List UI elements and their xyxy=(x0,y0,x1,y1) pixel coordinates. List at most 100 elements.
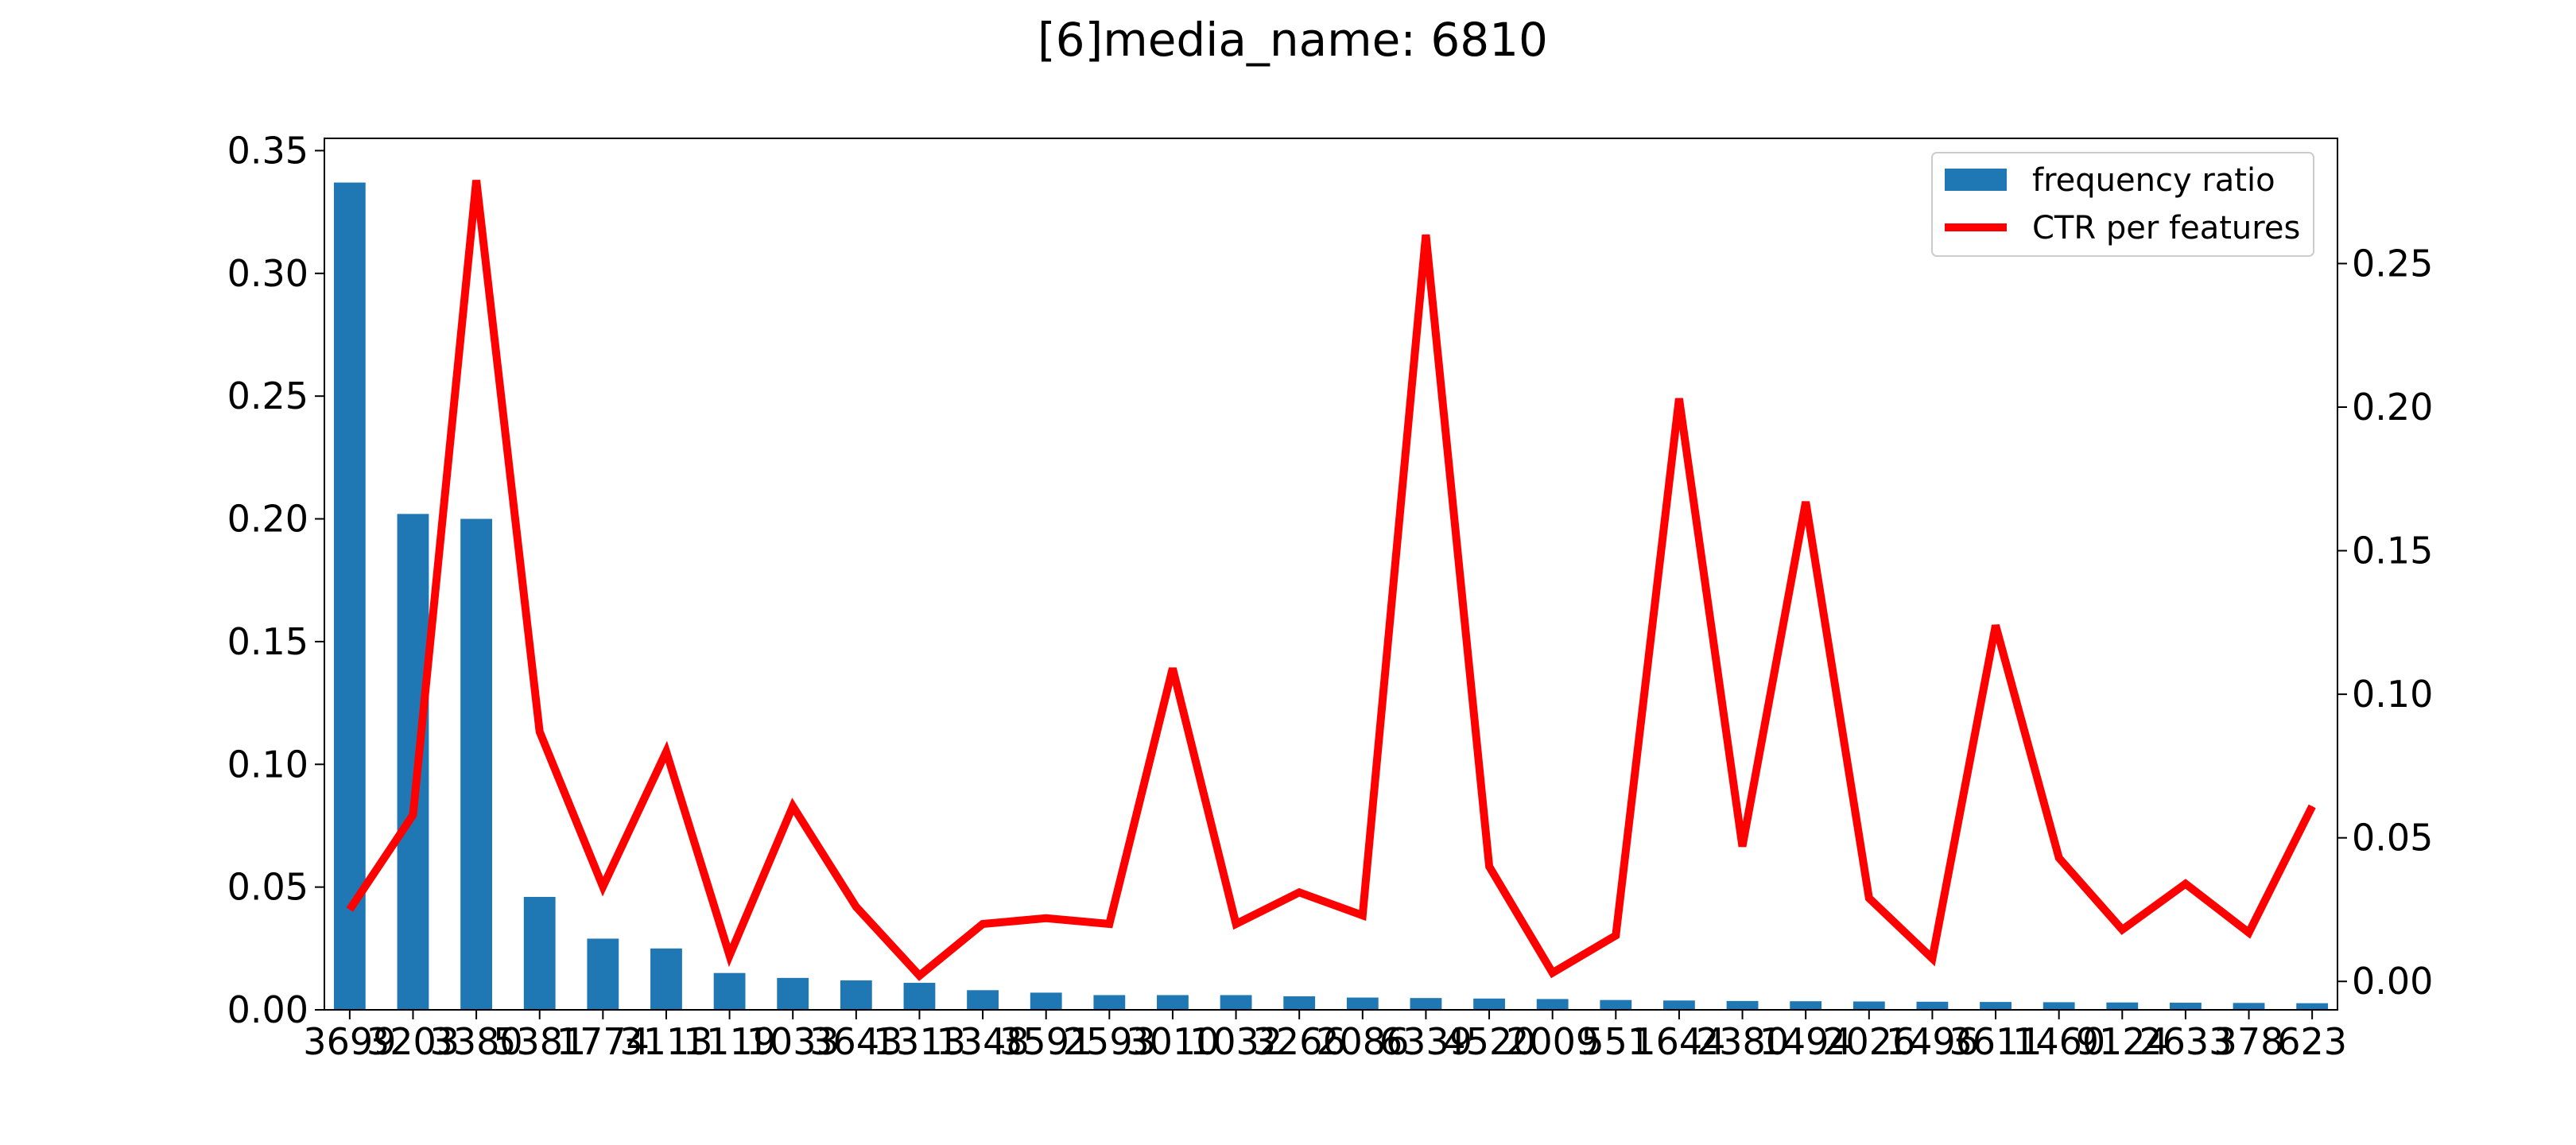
right-tick-label: 0.05 xyxy=(2352,817,2433,860)
x-tick-label: 2009 xyxy=(1506,1020,1599,1063)
x-tick-label: 1460 xyxy=(2012,1020,2105,1063)
x-tick-label: 3010 xyxy=(1126,1020,1219,1063)
bar xyxy=(2106,1002,2139,1010)
x-tick-label: 6339 xyxy=(1379,1020,1472,1063)
line-point xyxy=(1868,898,1870,899)
line-point xyxy=(1172,668,1174,670)
bar-group xyxy=(333,182,2329,1011)
bar xyxy=(523,896,556,1010)
line-point xyxy=(2248,932,2250,933)
bar xyxy=(1283,996,1316,1010)
x-axis: 3699320333805381177431131119103336431313… xyxy=(303,1010,2347,1063)
x-tick-label: 1494 xyxy=(1759,1020,1852,1063)
bar xyxy=(1346,997,1379,1010)
bar xyxy=(397,514,429,1010)
legend: frequency ratio CTR per features xyxy=(1931,152,2314,257)
line-point xyxy=(665,751,667,752)
left-tick-label: 0.25 xyxy=(227,375,308,417)
x-tick-label: 2593 xyxy=(1063,1020,1156,1063)
line-point xyxy=(349,909,351,910)
line-point xyxy=(2185,883,2186,884)
x-tick-label: 3611 xyxy=(1949,1020,2042,1063)
bar xyxy=(333,182,366,1011)
bar xyxy=(903,983,936,1010)
left-tick-label: 0.00 xyxy=(227,988,308,1031)
x-tick-label: 378 xyxy=(2214,1020,2284,1063)
bar xyxy=(1726,1000,1759,1010)
bar xyxy=(1980,1002,2012,1010)
x-tick-label: 3266 xyxy=(1253,1020,1346,1063)
x-tick-label: 3203 xyxy=(367,1020,460,1063)
bar xyxy=(1600,999,1632,1010)
bar xyxy=(1220,995,1252,1010)
x-tick-label: 2086 xyxy=(1316,1020,1409,1063)
x-tick-label: 2380 xyxy=(1696,1020,1789,1063)
bar xyxy=(1093,995,1126,1010)
left-tick-label: 0.15 xyxy=(227,620,308,663)
x-tick-label: 551 xyxy=(1581,1020,1651,1063)
bar xyxy=(967,990,999,1010)
x-tick-label: 4520 xyxy=(1443,1020,1536,1063)
x-tick-label: 5381 xyxy=(493,1020,586,1063)
line-point xyxy=(1742,846,1744,848)
bar xyxy=(840,980,872,1010)
left-tick-label: 0.05 xyxy=(227,866,308,909)
x-tick-label: 1644 xyxy=(1632,1020,1725,1063)
bar xyxy=(460,518,492,1010)
legend-label-ctr: CTR per features xyxy=(2032,210,2300,246)
x-tick-label: 3699 xyxy=(303,1020,396,1063)
bar xyxy=(1916,1001,1949,1010)
x-tick-label: 3380 xyxy=(430,1020,523,1063)
right-tick-label: 0.20 xyxy=(2352,386,2433,429)
x-tick-label: 2026 xyxy=(1822,1020,1915,1063)
plot-frame xyxy=(324,138,2338,1011)
line-point xyxy=(1678,398,1680,399)
line-point xyxy=(1931,957,1933,959)
x-tick-label: 1348 xyxy=(937,1020,1030,1063)
x-tick-label: 623 xyxy=(2277,1020,2347,1063)
bar xyxy=(2296,1003,2329,1010)
bar xyxy=(1157,995,1189,1010)
line-point xyxy=(2311,805,2313,807)
left-tick-label: 0.20 xyxy=(227,498,308,541)
right-tick-label: 0.25 xyxy=(2352,242,2433,285)
line-point xyxy=(1298,891,1300,893)
x-tick-label: 1774 xyxy=(557,1020,650,1063)
left-axis: 0.00 0.05 0.10 0.15 0.20 0.25 0.30 0.35 xyxy=(227,129,324,1031)
x-tick-label: 3113 xyxy=(619,1020,712,1063)
line-group xyxy=(346,180,2316,981)
x-tick-label: 3643 xyxy=(809,1020,902,1063)
right-tick-label: 0.15 xyxy=(2352,530,2433,572)
bar xyxy=(1852,1001,1885,1010)
bar xyxy=(1030,992,1062,1010)
bar xyxy=(1410,998,1442,1010)
left-tick-label: 0.30 xyxy=(227,252,308,295)
x-tick-label: 1119 xyxy=(683,1020,776,1063)
line-point xyxy=(2058,857,2060,859)
bar xyxy=(713,972,746,1010)
bar xyxy=(1663,1000,1695,1010)
bar xyxy=(2233,1003,2265,1010)
bar xyxy=(777,977,809,1010)
line-point xyxy=(1552,972,1554,973)
x-tick-label: 3591 xyxy=(999,1020,1092,1063)
x-tick-label: 2633 xyxy=(2139,1020,2232,1063)
legend-swatch-frequency xyxy=(1945,169,2007,191)
bar xyxy=(1790,1001,1822,1010)
x-tick-label: 1032 xyxy=(1189,1020,1282,1063)
left-tick-label: 0.35 xyxy=(227,129,308,172)
bar xyxy=(650,948,682,1010)
line-point xyxy=(1108,923,1110,925)
x-tick-label: 9124 xyxy=(2076,1020,2169,1063)
line-point xyxy=(1362,914,1364,916)
legend-label-frequency: frequency ratio xyxy=(2032,162,2275,199)
bar xyxy=(587,938,619,1010)
bar xyxy=(1473,998,1505,1010)
line-point xyxy=(855,906,857,907)
ctr-line xyxy=(346,180,2316,981)
x-tick-label: 1496 xyxy=(1886,1020,1979,1063)
bar xyxy=(1536,999,1569,1010)
right-axis: 0.00 0.05 0.10 0.15 0.20 0.25 xyxy=(2337,242,2433,1003)
chart-title: [6]media_name: 6810 xyxy=(1038,13,1548,67)
